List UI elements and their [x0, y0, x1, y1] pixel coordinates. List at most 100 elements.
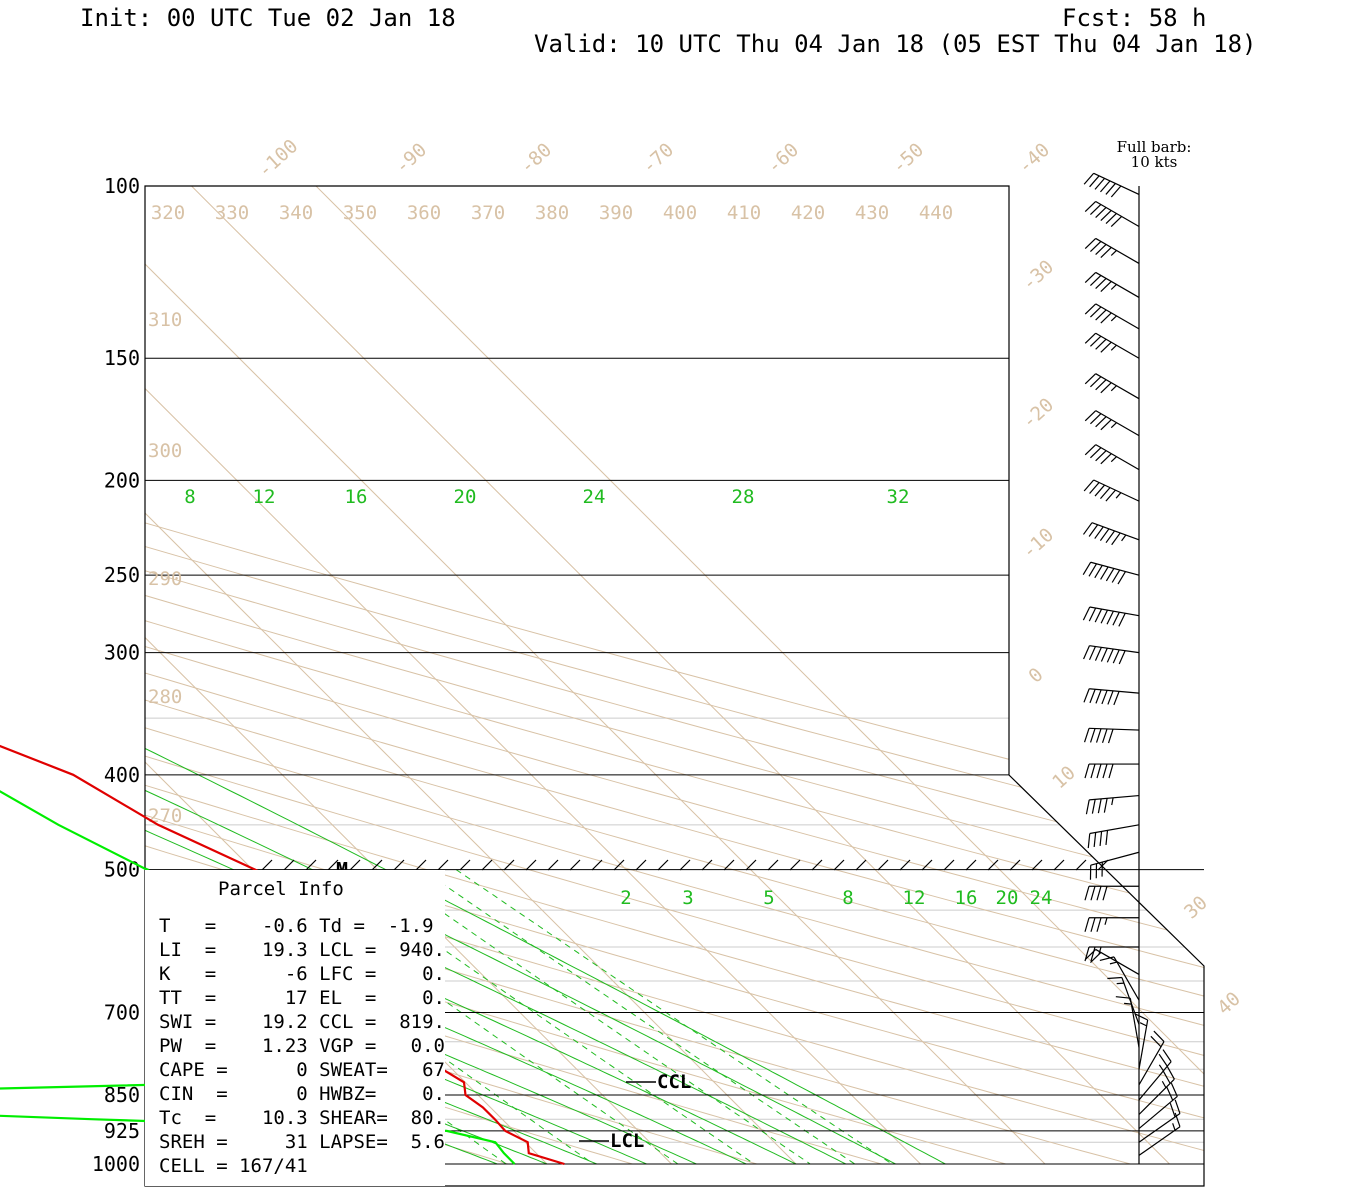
temperature-label: -50 [888, 139, 928, 178]
barb-half [1161, 1080, 1167, 1088]
barb-flag [1090, 917, 1096, 932]
hatch-tick [283, 859, 295, 871]
mixing-label: 12 [903, 887, 926, 909]
mixing-label: 20 [996, 887, 1019, 909]
barb-half [1110, 385, 1117, 392]
mixing-label: 8 [184, 486, 195, 508]
barb-flag [1094, 177, 1106, 190]
barb-staff [1090, 851, 1140, 866]
barb-flag [1090, 946, 1096, 962]
barb-staff [1095, 303, 1140, 330]
barb-staff [1129, 998, 1140, 1048]
wind-barb [1138, 1099, 1181, 1143]
barb-flag [1088, 646, 1096, 661]
wind-barb [1083, 645, 1140, 665]
hatch-tick [591, 859, 603, 871]
barb-flag [1103, 798, 1108, 813]
lcl-label: LCL [610, 1130, 644, 1152]
wind-barb [1138, 1112, 1181, 1156]
mixing-label: 12 [253, 486, 276, 508]
barb-flag [1162, 1070, 1171, 1084]
barb-flag [1105, 568, 1115, 582]
mixing-ratio-line [380, 869, 811, 1165]
barb-flag [1094, 484, 1106, 497]
temperature-label: 0 [1024, 664, 1047, 688]
theta-label: 330 [215, 202, 249, 224]
barb-flag [1091, 799, 1096, 814]
barb-staff [1138, 1019, 1149, 1070]
wind-barb [1138, 1049, 1172, 1101]
wind-barb [1084, 885, 1139, 901]
moist-adiabat [145, 186, 946, 1165]
wind-barb [1083, 172, 1140, 198]
barb-flag [1105, 530, 1116, 544]
barb-flag [1099, 956, 1115, 962]
wind-barb [1084, 332, 1140, 359]
hatch-tick [855, 859, 867, 871]
barb-flag [1100, 487, 1111, 499]
wind-barb [1082, 606, 1140, 627]
barb-staff [1138, 1095, 1178, 1130]
wind-barb [1083, 479, 1140, 502]
pressure-label: 150 [104, 346, 140, 370]
barb-flag [1089, 175, 1100, 188]
hatch-tick [547, 859, 559, 871]
barb-flag [1105, 213, 1117, 225]
barb-flag [1105, 489, 1116, 502]
mixing-ratio-line [455, 869, 893, 1165]
barb-half [1115, 492, 1122, 499]
isotherm-line [145, 186, 672, 1165]
pressure-label: 500 [104, 858, 140, 882]
barb-staff [1095, 200, 1140, 228]
barb-flag [1084, 763, 1090, 779]
theta-label: 350 [343, 202, 377, 224]
hatch-tick [437, 859, 449, 871]
barb-flag [1100, 281, 1112, 292]
barb-flag [1095, 244, 1107, 255]
hatch-tick [943, 859, 955, 871]
wind-barb [1099, 956, 1140, 1001]
theta-label: 440 [919, 202, 953, 224]
hatch-tick [613, 859, 625, 871]
barb-staff [1138, 1041, 1165, 1086]
pressure-label: 100 [104, 174, 140, 198]
hatch-tick [459, 859, 471, 871]
barb-staff [1089, 727, 1140, 731]
barb-staff [1138, 1061, 1172, 1101]
barb-flag [1100, 566, 1109, 580]
hatch-tick [525, 859, 537, 871]
barb-flag [1095, 207, 1107, 219]
barb-flag [1108, 763, 1114, 779]
barb-flag [1166, 1086, 1174, 1101]
pressure-label: 200 [104, 468, 140, 492]
barb-staff [1095, 237, 1140, 264]
ccl-label: CCL [657, 1071, 691, 1093]
hatch-tick [635, 859, 647, 871]
theta-label: 380 [535, 202, 569, 224]
barb-flag [1100, 210, 1112, 222]
wind-barb [1089, 851, 1140, 880]
temperature-label: 10 [1048, 762, 1080, 794]
wind-barb [1084, 373, 1140, 400]
barb-flag [1082, 606, 1091, 621]
temperature-label: -40 [1014, 139, 1054, 178]
wind-barbs [1082, 172, 1181, 1156]
wind-barb [1084, 271, 1140, 298]
wind-barb [1138, 1030, 1165, 1086]
hatch-tick [987, 859, 999, 871]
mixing-label: 16 [345, 486, 368, 508]
barb-flag [1174, 1099, 1181, 1114]
theta-label: 370 [471, 202, 505, 224]
barb-flag [1090, 275, 1102, 286]
mixing-label: 28 [732, 486, 755, 508]
hatch-tick [415, 859, 427, 871]
mixing-label: 2 [620, 887, 631, 909]
barb-flag [1111, 569, 1121, 583]
barb-flag [1153, 1030, 1165, 1042]
parcel-info-row: LI = 19.3 LCL = 940. [159, 939, 445, 961]
barb-flag [1099, 831, 1103, 846]
hatch-tick [811, 859, 823, 871]
barb-flag [1095, 416, 1107, 428]
barb-half [1116, 982, 1124, 985]
barb-half [1124, 1002, 1132, 1005]
